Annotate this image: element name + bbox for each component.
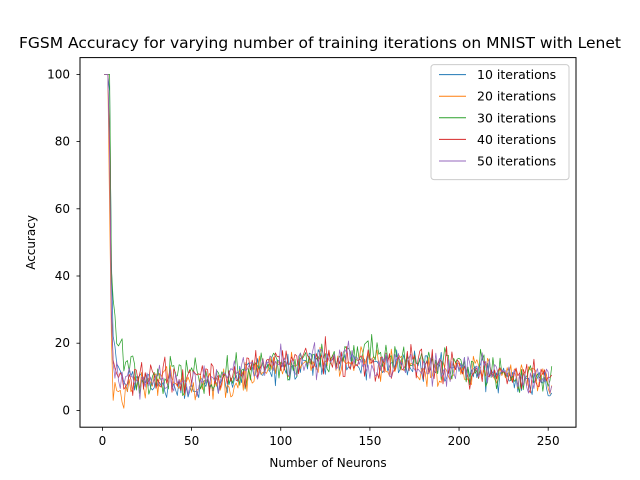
y-tick-label: 40 (55, 269, 70, 283)
chart-title: FGSM Accuracy for varying number of trai… (19, 34, 621, 52)
y-axis-label: Accuracy (24, 215, 38, 270)
legend-label: 30 iterations (477, 110, 556, 125)
legend-label: 50 iterations (477, 154, 556, 169)
x-axis: 0 50 100 150 200 250 (99, 427, 560, 448)
x-tick-label: 0 (99, 434, 107, 448)
axes-frame (79, 57, 577, 428)
x-tick-label: 50 (184, 434, 199, 448)
x-tick-label: 250 (537, 434, 560, 448)
plot-area (104, 74, 553, 409)
y-axis: 0 20 40 60 80 100 (47, 67, 80, 417)
y-tick-label: 0 (62, 403, 70, 417)
x-tick-label: 150 (358, 434, 381, 448)
y-tick-label: 80 (55, 135, 70, 149)
legend-label: 10 iterations (477, 67, 556, 82)
legend-label: 20 iterations (477, 89, 556, 104)
legend-box (430, 64, 570, 181)
series-line (104, 74, 553, 400)
y-tick-label: 100 (47, 67, 70, 81)
x-axis-label: Number of Neurons (269, 456, 386, 470)
legend-label: 40 iterations (477, 132, 556, 147)
x-tick-label: 100 (269, 434, 292, 448)
legend: 10 iterations 20 iterations 30 iterations 4… (430, 64, 570, 181)
y-tick-label: 20 (55, 336, 70, 350)
x-tick-label: 200 (448, 434, 471, 448)
y-tick-label: 60 (55, 202, 70, 216)
